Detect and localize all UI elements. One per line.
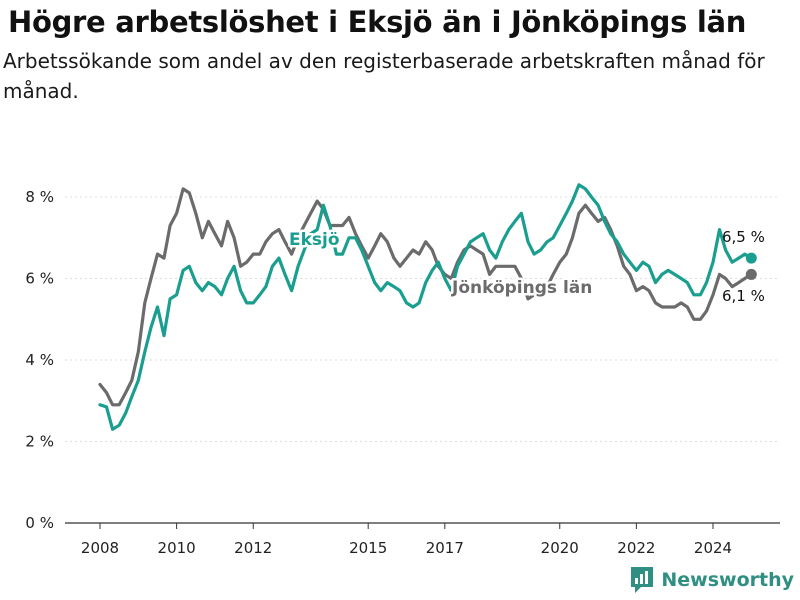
chart-title: Högre arbetslöshet i Eksjö än i Jönköpin… <box>8 5 747 39</box>
x-tick-label: 2010 <box>158 539 196 557</box>
y-tick-label: 6 % <box>25 270 54 288</box>
x-tick-label: 2022 <box>617 539 655 557</box>
x-tick-label: 2020 <box>541 539 579 557</box>
end-value-label-jonkoping: 6,1 % <box>722 287 765 305</box>
series-label-jonkoping-halo: Jönköpings län <box>451 278 592 298</box>
end-point-jonkoping <box>745 268 757 280</box>
y-tick-label: 8 % <box>25 188 54 206</box>
x-tick-label: 2008 <box>81 539 119 557</box>
series-label-eksjo-halo: Eksjö <box>289 230 340 250</box>
chart-subtitle: Arbetssökande som andel av den registerb… <box>3 49 765 103</box>
x-axis-ticks: 2008 2010 2012 2015 2017 2020 2022 2024 <box>81 523 732 557</box>
series-label-jonkoping: Jönköpings län <box>451 278 592 298</box>
y-tick-label: 2 % <box>25 433 54 451</box>
y-tick-label: 4 % <box>25 351 54 369</box>
y-tick-label: 0 % <box>25 514 54 532</box>
newsworthy-logo-icon <box>631 567 654 593</box>
x-tick-label: 2012 <box>234 539 272 557</box>
brand-name: Newsworthy <box>661 569 794 591</box>
end-value-label-eksjo: 6,5 % <box>722 228 765 246</box>
x-tick-label: 2024 <box>694 539 732 557</box>
y-axis-ticks: 0 % 2 % 4 % 6 % 8 % <box>25 188 54 532</box>
brand-logo: Newsworthy <box>629 564 794 596</box>
series-line-eksjo <box>98 183 753 431</box>
grid-layer <box>65 196 780 524</box>
series-label-eksjo: Eksjö <box>289 230 340 250</box>
x-tick-label: 2017 <box>426 539 464 557</box>
end-point-eksjo <box>745 252 757 264</box>
series-line-jonkoping <box>98 187 753 407</box>
x-tick-label: 2015 <box>349 539 387 557</box>
series-layer <box>98 183 757 431</box>
